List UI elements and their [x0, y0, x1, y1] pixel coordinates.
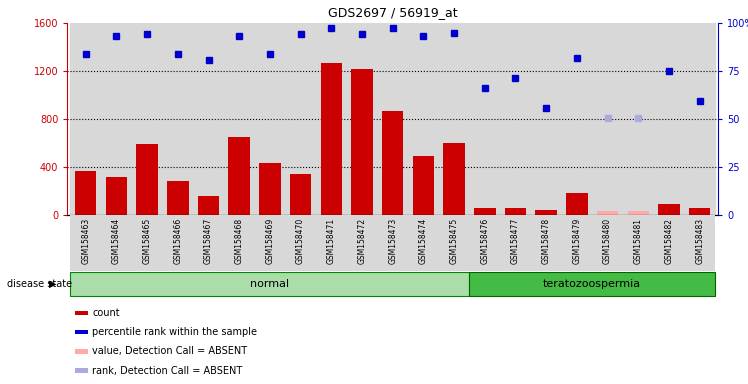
Bar: [377, 215, 408, 271]
Text: ▶: ▶: [49, 279, 56, 289]
Bar: [408, 215, 439, 271]
Text: disease state: disease state: [7, 279, 73, 289]
Bar: [684, 215, 715, 271]
Text: teratozoospermia: teratozoospermia: [543, 279, 641, 289]
Bar: [228, 137, 250, 215]
Bar: [316, 215, 346, 271]
Bar: [352, 69, 373, 215]
Bar: [531, 23, 562, 215]
Text: GSM158468: GSM158468: [235, 218, 244, 264]
Bar: [684, 23, 715, 215]
Bar: [70, 23, 101, 215]
Bar: [536, 210, 557, 215]
Text: normal: normal: [251, 279, 289, 289]
Bar: [382, 111, 403, 215]
Bar: [408, 23, 439, 215]
Bar: [470, 215, 500, 271]
Text: GSM158464: GSM158464: [112, 218, 121, 264]
Bar: [566, 193, 588, 215]
Text: rank, Detection Call = ABSENT: rank, Detection Call = ABSENT: [92, 366, 242, 376]
Bar: [444, 143, 465, 215]
Bar: [316, 23, 346, 215]
Bar: [321, 63, 342, 215]
Text: GSM158473: GSM158473: [388, 218, 397, 264]
Text: GSM158472: GSM158472: [358, 218, 367, 264]
Bar: [413, 156, 434, 215]
Bar: [132, 23, 162, 215]
Bar: [224, 23, 254, 215]
Bar: [346, 215, 377, 271]
Bar: [470, 272, 715, 296]
Text: GSM158479: GSM158479: [572, 218, 581, 264]
Bar: [167, 182, 188, 215]
Text: GSM158463: GSM158463: [82, 218, 91, 264]
Text: GSM158471: GSM158471: [327, 218, 336, 264]
Bar: [162, 215, 193, 271]
Bar: [562, 215, 592, 271]
Text: GSM158478: GSM158478: [542, 218, 551, 264]
Bar: [285, 23, 316, 215]
Text: percentile rank within the sample: percentile rank within the sample: [92, 327, 257, 337]
Bar: [290, 174, 311, 215]
Bar: [193, 23, 224, 215]
Bar: [70, 272, 470, 296]
Bar: [628, 211, 649, 215]
Bar: [377, 23, 408, 215]
Bar: [474, 209, 495, 215]
Bar: [162, 23, 193, 215]
Text: GSM158475: GSM158475: [450, 218, 459, 264]
Bar: [689, 209, 711, 215]
Text: GSM158482: GSM158482: [664, 218, 673, 264]
Text: GSM158480: GSM158480: [603, 218, 612, 264]
Bar: [105, 177, 127, 215]
Bar: [439, 215, 470, 271]
Bar: [132, 215, 162, 271]
Text: GSM158481: GSM158481: [634, 218, 643, 264]
Bar: [285, 215, 316, 271]
Bar: [224, 215, 254, 271]
Bar: [254, 215, 285, 271]
Bar: [470, 23, 500, 215]
Bar: [75, 170, 96, 215]
Text: GDS2697 / 56919_at: GDS2697 / 56919_at: [328, 6, 458, 19]
Bar: [254, 23, 285, 215]
Bar: [197, 197, 219, 215]
Text: count: count: [92, 308, 120, 318]
Text: GSM158474: GSM158474: [419, 218, 428, 264]
Text: value, Detection Call = ABSENT: value, Detection Call = ABSENT: [92, 346, 247, 356]
Bar: [658, 204, 680, 215]
Bar: [531, 215, 562, 271]
Bar: [500, 215, 531, 271]
Text: GSM158476: GSM158476: [480, 218, 489, 264]
Text: GSM158465: GSM158465: [143, 218, 152, 264]
Bar: [259, 164, 280, 215]
Text: GSM158467: GSM158467: [204, 218, 213, 264]
Text: GSM158469: GSM158469: [266, 218, 275, 264]
Bar: [654, 215, 684, 271]
Bar: [654, 23, 684, 215]
Bar: [136, 144, 158, 215]
Bar: [562, 23, 592, 215]
Bar: [592, 215, 623, 271]
Bar: [592, 23, 623, 215]
Bar: [505, 208, 527, 215]
Text: GSM158477: GSM158477: [511, 218, 520, 264]
Bar: [193, 215, 224, 271]
Bar: [623, 23, 654, 215]
Bar: [623, 215, 654, 271]
Bar: [439, 23, 470, 215]
Bar: [70, 215, 101, 271]
Text: GSM158466: GSM158466: [174, 218, 183, 264]
Text: GSM158470: GSM158470: [296, 218, 305, 264]
Bar: [346, 23, 377, 215]
Bar: [101, 23, 132, 215]
Bar: [500, 23, 531, 215]
Text: GSM158483: GSM158483: [695, 218, 704, 264]
Bar: [101, 215, 132, 271]
Bar: [597, 212, 619, 215]
